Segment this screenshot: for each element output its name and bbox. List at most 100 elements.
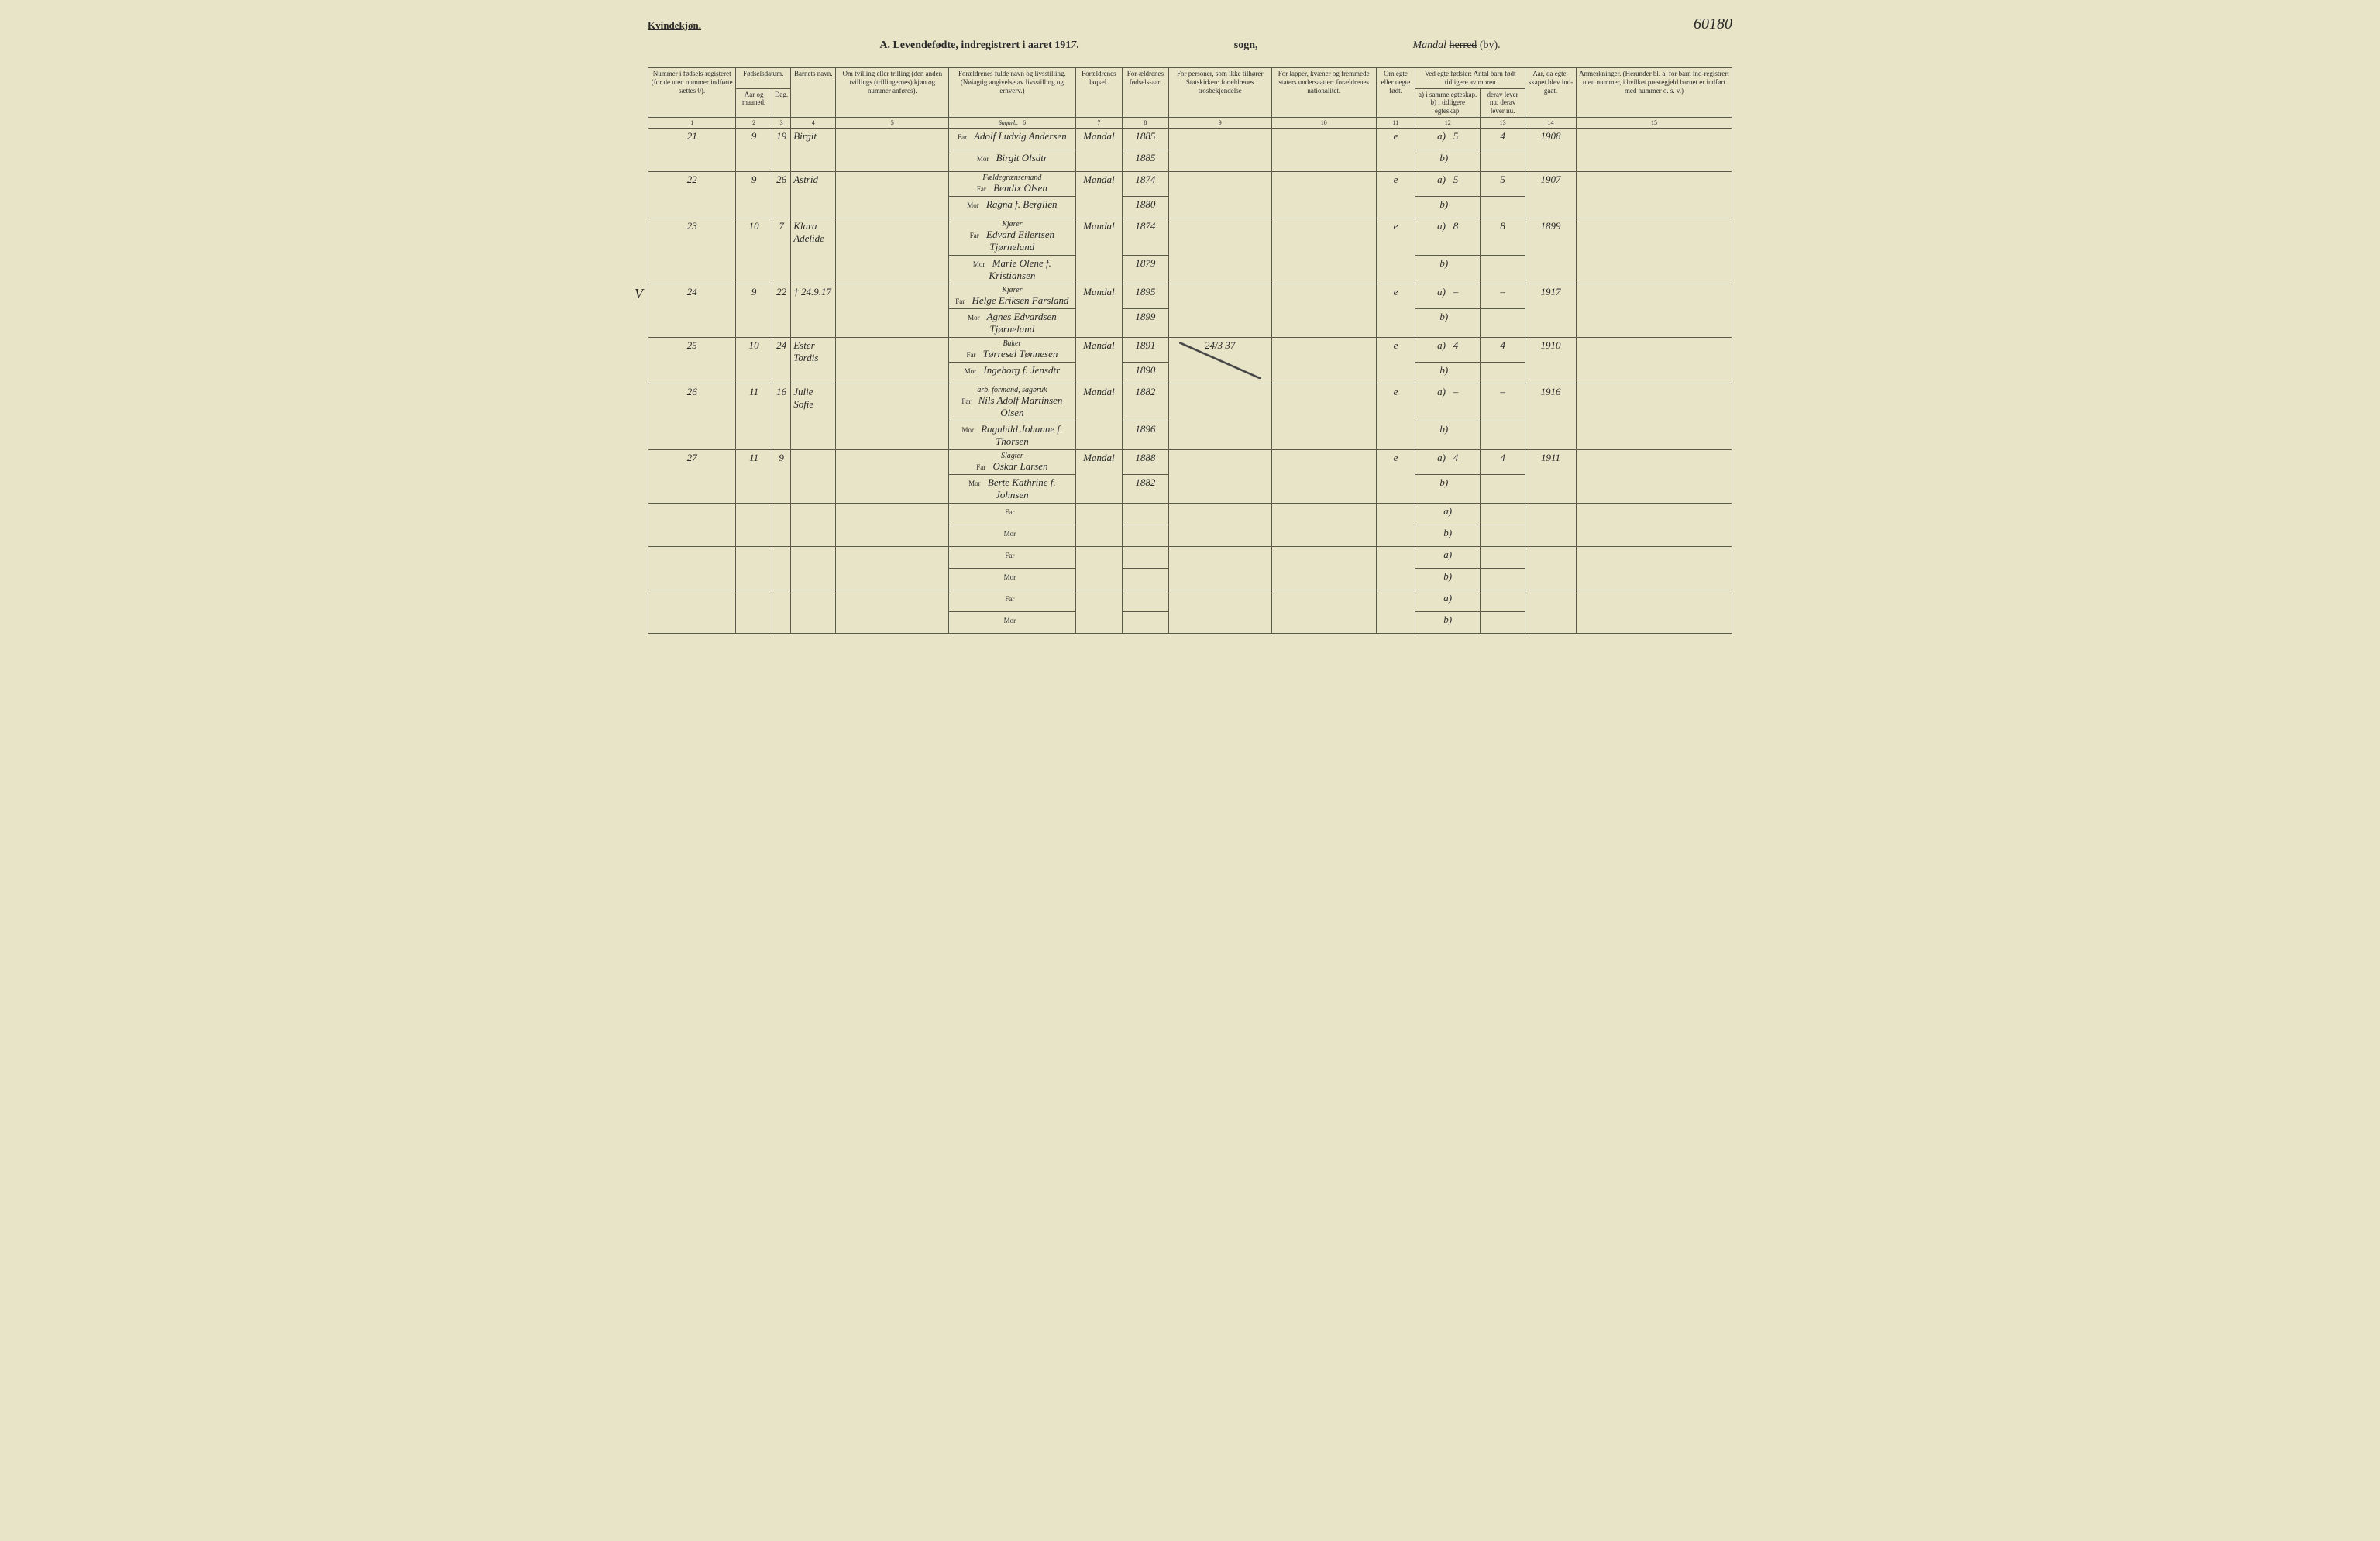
- twin: [836, 171, 949, 218]
- day: 9: [772, 449, 790, 503]
- children-b: b): [1415, 150, 1481, 171]
- mother-year: 1896: [1123, 421, 1168, 449]
- children-b-living: [1481, 362, 1525, 384]
- month: 9: [736, 128, 772, 171]
- col-12-13-group: Ved egte fødsler: Antal barn født tidlig…: [1415, 68, 1525, 89]
- children-a-living: –: [1481, 384, 1525, 421]
- children-b-living: [1481, 255, 1525, 284]
- children-a: a) 8: [1415, 218, 1481, 255]
- children-b-living: [1481, 421, 1525, 449]
- legitimate: e: [1376, 284, 1415, 337]
- father-year: 1885: [1123, 128, 1168, 150]
- children-b: b): [1415, 255, 1481, 284]
- children-a: a) 4: [1415, 337, 1481, 362]
- children-b: b): [1415, 474, 1481, 503]
- title-main: A. Levendefødte, indregistrert i aaret 1…: [879, 40, 1078, 52]
- marriage-year: 1907: [1525, 171, 1577, 218]
- father-cell: SlagterFar Oskar Larsen: [949, 449, 1075, 474]
- col-2-3-group: Fødselsdatum.: [736, 68, 791, 89]
- c6-note: Sagarb.: [999, 119, 1018, 126]
- col-15-header: Anmerkninger. (Herunder bl. a. for barn …: [1576, 68, 1732, 118]
- religion: [1168, 284, 1271, 337]
- title-prefix: A. Levendefødte, indregistrert i aaret 1…: [879, 40, 1071, 51]
- day: 24: [772, 337, 790, 384]
- child-name: Julie Sofie: [791, 384, 836, 449]
- col-2-header: Aar og maaned.: [736, 88, 772, 117]
- children-a: a) –: [1415, 384, 1481, 421]
- children-a-living: 8: [1481, 218, 1525, 255]
- col-7-header: Forældrenes bopæl.: [1075, 68, 1123, 118]
- mother-cell: Mor Ragnhild Johanne f. Thorsen: [949, 421, 1075, 449]
- marriage-year: 1916: [1525, 384, 1577, 449]
- table-row: 251024Ester TordisBakerFar Tørresel Tønn…: [648, 337, 1732, 362]
- mother-cell: Mor Ingeborg f. Jensdtr: [949, 362, 1075, 384]
- colnum: 1: [648, 117, 736, 128]
- marriage-year: 1908: [1525, 128, 1577, 171]
- month: 9: [736, 284, 772, 337]
- residence: Mandal: [1075, 171, 1123, 218]
- page-number: 60180: [1694, 15, 1732, 33]
- marriage-year: 1911: [1525, 449, 1577, 503]
- col-8-header: For-ældrenes fødsels-aar.: [1123, 68, 1168, 118]
- legitimate: e: [1376, 384, 1415, 449]
- nationality: [1271, 449, 1376, 503]
- twin: [836, 284, 949, 337]
- remarks: [1576, 284, 1732, 337]
- colnum: 13: [1481, 117, 1525, 128]
- mother-cell: Mor Marie Olene f. Kristiansen: [949, 255, 1075, 284]
- col-14-header: Aar, da egte-skapet blev ind-gaat.: [1525, 68, 1577, 118]
- children-a-living: –: [1481, 284, 1525, 308]
- child-name: Birgit: [791, 128, 836, 171]
- mother-year: 1899: [1123, 308, 1168, 337]
- children-b: b): [1415, 421, 1481, 449]
- child-name: Klara Adelide: [791, 218, 836, 284]
- nationality: [1271, 384, 1376, 449]
- religion: [1168, 128, 1271, 171]
- top-row: Kvindekjøn. 60180: [648, 15, 1732, 33]
- child-name: [791, 449, 836, 503]
- colnum: 11: [1376, 117, 1415, 128]
- col-12-header: a) i samme egteskap. b) i tidligere egte…: [1415, 88, 1481, 117]
- children-a-living: 5: [1481, 171, 1525, 196]
- margin-mark: V: [635, 286, 643, 302]
- children-b-living: [1481, 308, 1525, 337]
- child-name: † 24.9.17: [791, 284, 836, 337]
- colnum: Sagarb. 6: [949, 117, 1075, 128]
- mother-cell: Mor Berte Kathrine f. Johnsen: [949, 474, 1075, 503]
- mother-year: 1882: [1123, 474, 1168, 503]
- table-row: 261116Julie Sofiearb. formand, sagbrukFa…: [648, 384, 1732, 421]
- children-b: b): [1415, 196, 1481, 218]
- col-5-header: Om tvilling eller trilling (den anden tv…: [836, 68, 949, 118]
- col-10-header: For lapper, kvæner og fremmede staters u…: [1271, 68, 1376, 118]
- residence: Mandal: [1075, 218, 1123, 284]
- children-a-living: 4: [1481, 449, 1525, 474]
- marriage-year: 1899: [1525, 218, 1577, 284]
- colnum: 3: [772, 117, 790, 128]
- colnum: 10: [1271, 117, 1376, 128]
- gender-label: Kvindekjøn.: [648, 19, 701, 32]
- col-1-header: Nummer i fødsels-registeret (for de uten…: [648, 68, 736, 118]
- day: 22: [772, 284, 790, 337]
- column-number-row: 1 2 3 4 5 Sagarb. 6 7 8 9 10 11 12 13 14…: [648, 117, 1732, 128]
- twin: [836, 337, 949, 384]
- sogn-label: sogn,: [1234, 40, 1258, 52]
- children-b: b): [1415, 308, 1481, 337]
- children-a: a) 5: [1415, 128, 1481, 150]
- father-cell: BakerFar Tørresel Tønnesen: [949, 337, 1075, 362]
- reg-number: 26: [648, 384, 736, 449]
- day: 19: [772, 128, 790, 171]
- legitimate: e: [1376, 171, 1415, 218]
- twin: [836, 449, 949, 503]
- children-a-living: 4: [1481, 128, 1525, 150]
- month: 9: [736, 171, 772, 218]
- twin: [836, 218, 949, 284]
- month: 10: [736, 337, 772, 384]
- col-6-header: Forældrenes fulde navn og livsstilling. …: [949, 68, 1075, 118]
- father-year: 1891: [1123, 337, 1168, 362]
- remarks: [1576, 171, 1732, 218]
- children-a: a) –: [1415, 284, 1481, 308]
- father-cell: KjørerFar Helge Eriksen Farsland: [949, 284, 1075, 308]
- month: 11: [736, 449, 772, 503]
- reg-number: 23: [648, 218, 736, 284]
- herred-suffix: (by).: [1480, 40, 1501, 51]
